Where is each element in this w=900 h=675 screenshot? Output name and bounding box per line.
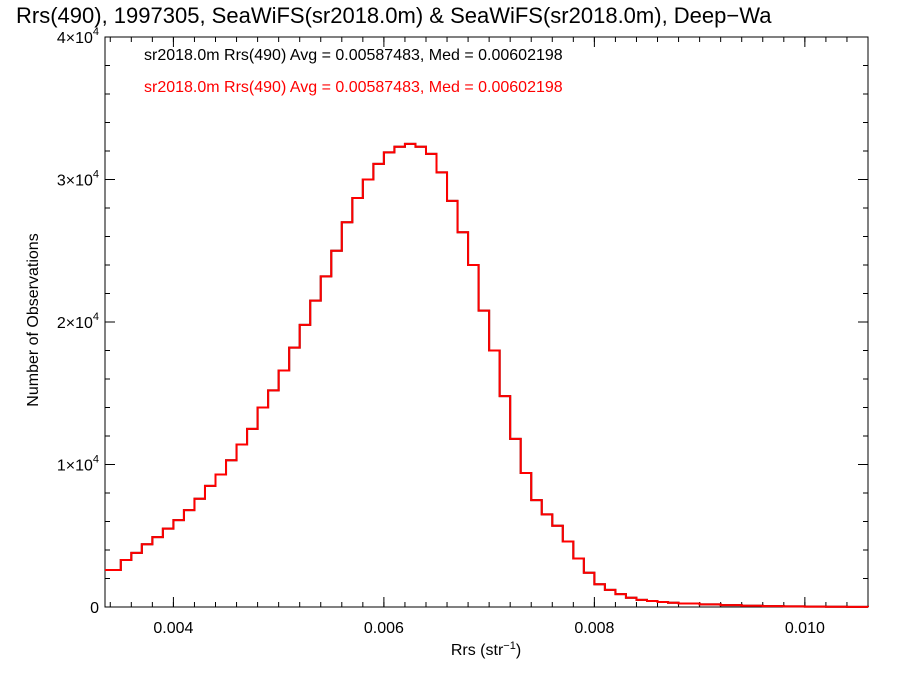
chart-title: Rrs(490), 1997305, SeaWiFS(sr2018.0m) & … — [16, 3, 772, 28]
x-axis-label: Rrs (str−1) — [451, 640, 521, 659]
x-tick-label-0: 0.004 — [153, 620, 193, 637]
x-tick-label-1: 0.006 — [364, 620, 404, 637]
series-line-1 — [105, 142, 869, 608]
y-tick-label-0: 0 — [90, 600, 99, 617]
legend-entry-black: sr2018.0m Rrs(490) Avg = 0.00587483, Med… — [144, 47, 563, 64]
x-tick-label-2: 0.008 — [574, 620, 614, 637]
legend-entry-red: sr2018.0m Rrs(490) Avg = 0.00587483, Med… — [144, 79, 563, 96]
x-axis-label-main: Rrs (str — [451, 642, 504, 659]
series-layer — [105, 142, 869, 608]
x-axis-label-end: ) — [516, 642, 521, 659]
y-tick-label-4: 4×104 — [57, 26, 99, 47]
series-line-0 — [105, 142, 869, 608]
y-tick-label-3: 3×104 — [57, 169, 99, 190]
y-axis-label: Number of Observations — [25, 233, 42, 406]
y-tick-label-2: 2×104 — [57, 311, 99, 332]
axis-ticks — [105, 36, 869, 608]
x-axis-label-sup: −1 — [503, 640, 516, 652]
plot-frame — [104, 36, 869, 608]
x-tick-label-3: 0.010 — [785, 620, 825, 637]
tick-labels: 0.004 0.006 0.008 0.010 0 1×104 2×104 3×104 4×10… — [57, 26, 825, 637]
y-tick-label-1: 1×104 — [57, 454, 99, 475]
